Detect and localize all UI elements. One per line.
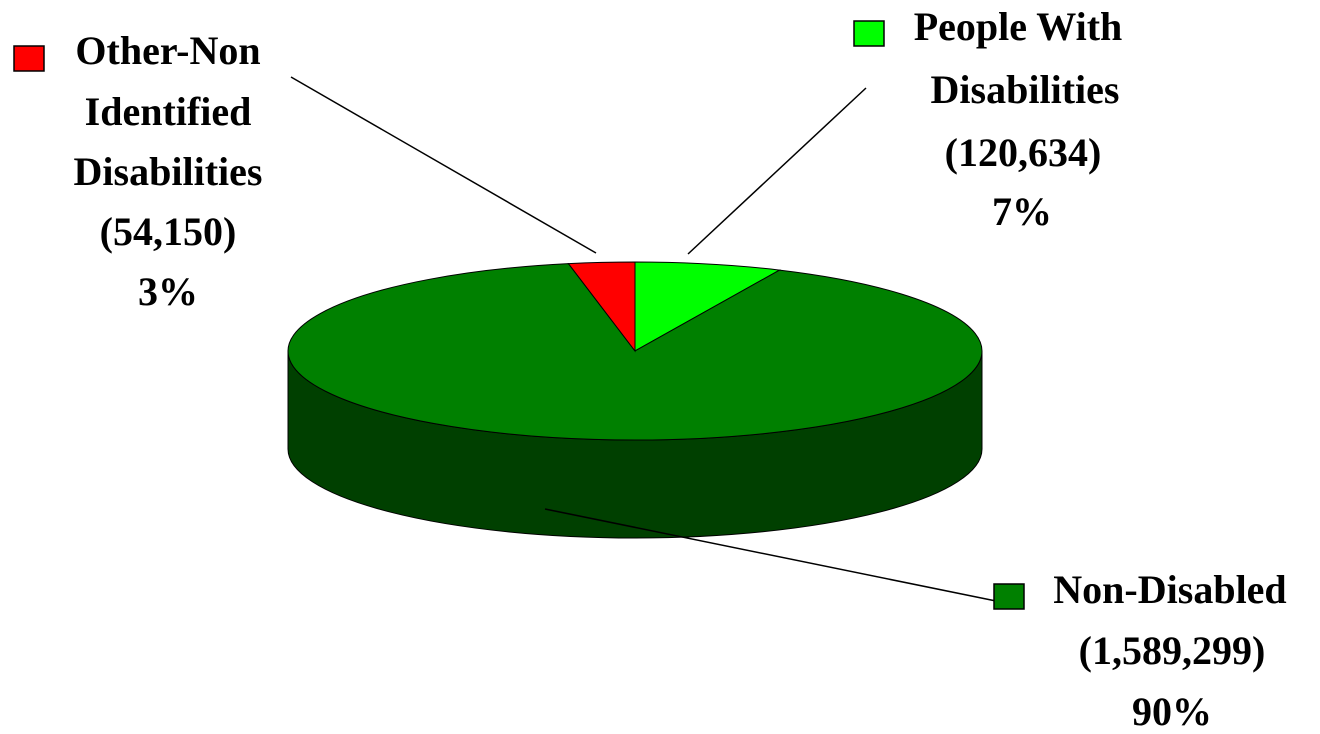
pie-slice-people-with-disabilities: [634, 261, 782, 352]
label-people-with-disabilities-value: (120,634): [945, 130, 1102, 175]
legend-swatch-people-with-disabilities: [853, 20, 885, 47]
label-non-disabled: Non-Disabled (1,589,299) 90%: [993, 567, 1287, 734]
pie-body: [287, 261, 983, 539]
pie-slice-other-non-identified: [567, 261, 636, 353]
label-people-with-disabilities-line2: Disabilities: [931, 67, 1120, 112]
label-other-non-identified-percent: 3%: [138, 269, 198, 314]
label-non-disabled-line1: Non-Disabled: [1053, 567, 1286, 612]
label-people-with-disabilities-line1: People With: [914, 4, 1123, 49]
pie-slice-non-disabled: [287, 263, 983, 441]
label-people-with-disabilities-percent: 7%: [992, 189, 1052, 234]
legend-swatch-non-disabled: [993, 583, 1025, 610]
legend-swatch-other-non-identified: [13, 45, 45, 72]
label-other-non-identified-value: (54,150): [100, 209, 237, 254]
leader-lines: [290, 76, 997, 602]
label-other-non-identified-line2: Identified: [85, 89, 252, 134]
leader-line-other-non-identified: [290, 76, 597, 254]
label-non-disabled-value: (1,589,299): [1079, 628, 1266, 673]
label-people-with-disabilities: People With Disabilities (120,634) 7%: [853, 4, 1123, 234]
label-other-non-identified-line1: Other-Non: [75, 28, 260, 73]
leader-line-non-disabled: [544, 508, 997, 602]
label-non-disabled-percent: 90%: [1132, 689, 1212, 729]
label-other-non-identified-line3: Disabilities: [74, 149, 263, 194]
label-other-non-identified: Other-Non Identified Disabilities (54,15…: [13, 28, 263, 314]
leader-line-people-with-disabilities: [687, 87, 867, 255]
